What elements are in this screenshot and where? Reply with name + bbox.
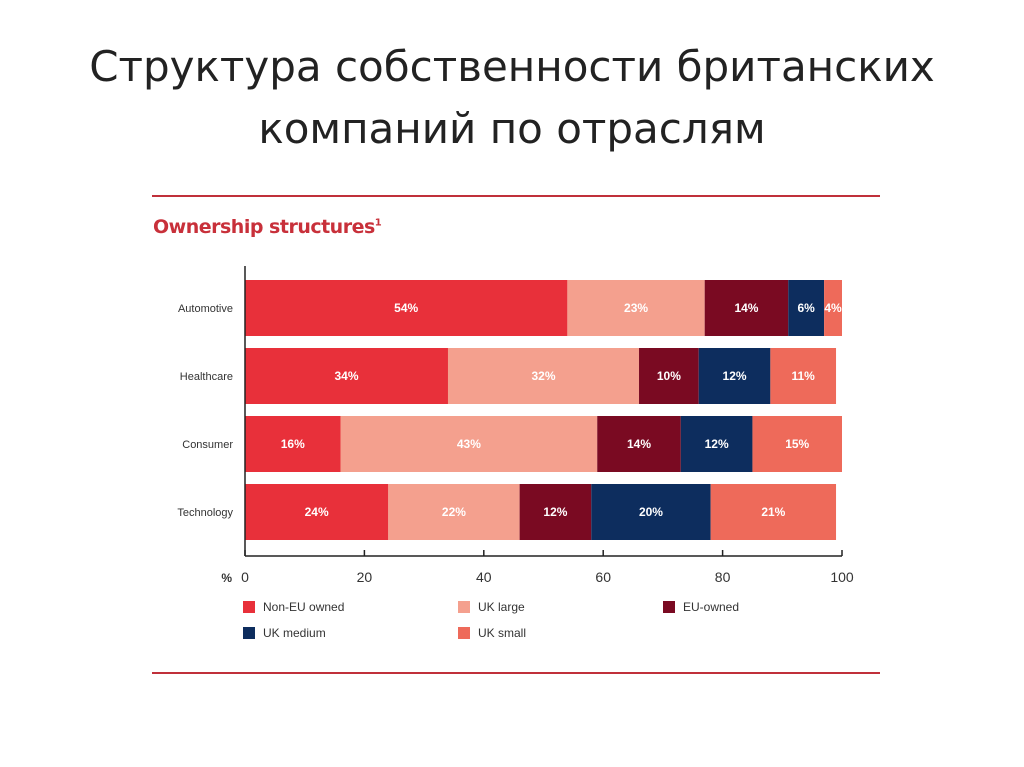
data-label: 32% [531, 369, 555, 383]
bar-segment [245, 484, 389, 540]
bar-segment [591, 484, 711, 540]
x-tick-label: 60 [595, 569, 611, 585]
data-label: 12% [705, 437, 729, 451]
chart-title-footnote: 1 [374, 217, 382, 229]
data-label: 23% [624, 301, 648, 315]
data-label: 14% [627, 437, 651, 451]
legend-label: UK small [478, 626, 527, 640]
bar-segment [639, 348, 699, 404]
data-label: 15% [785, 437, 809, 451]
bar-segment [770, 348, 837, 404]
chart-top-rule [152, 195, 880, 197]
data-label: 43% [457, 437, 481, 451]
category-label: Technology [177, 507, 233, 519]
data-label: 22% [442, 505, 466, 519]
bar-segment [519, 484, 592, 540]
data-label: 20% [639, 505, 663, 519]
bar-segment [597, 416, 681, 472]
legend-item: EU-owned [663, 600, 739, 614]
legend-swatch [243, 601, 255, 613]
legend-swatch [458, 601, 470, 613]
data-label: 54% [394, 301, 418, 315]
bar-segment [388, 484, 520, 540]
bar-segment [698, 348, 771, 404]
bar-segment [340, 416, 598, 472]
legend-item: Non-EU owned [243, 600, 344, 614]
bar-segment [704, 280, 789, 336]
category-label: Healthcare [180, 371, 233, 383]
bar-segment [245, 280, 568, 336]
slide-title: Структура собственности британских компа… [89, 42, 935, 153]
legend-item: UK small [458, 626, 526, 640]
bar-segment [680, 416, 753, 472]
data-label: 11% [792, 369, 816, 383]
legend-swatch [458, 627, 470, 639]
x-tick-label: 80 [715, 569, 731, 585]
legend-label: EU-owned [683, 600, 740, 614]
data-label: 12% [543, 505, 567, 519]
legend-item: UK large [458, 600, 525, 614]
bar-segment [245, 416, 341, 472]
data-label: 14% [734, 301, 758, 315]
bar-segment [824, 280, 842, 336]
data-label: 12% [723, 369, 747, 383]
legend-label: UK medium [263, 626, 326, 640]
chart-title-text: Ownership structures [153, 216, 375, 238]
x-tick-label: 20 [357, 569, 373, 585]
x-tick-label: 40 [476, 569, 492, 585]
legend-item: UK medium [243, 626, 326, 640]
bar-segment [710, 484, 837, 540]
legend-swatch [243, 627, 255, 639]
chart-title: Ownership structures1 [153, 216, 382, 238]
x-tick-label: 100 [830, 569, 854, 585]
data-label: 34% [334, 369, 358, 383]
bar-segment [245, 348, 448, 404]
data-label: 4% [824, 301, 842, 315]
data-label: 6% [798, 301, 816, 315]
data-label: 21% [761, 505, 785, 519]
category-label: Consumer [182, 439, 233, 451]
data-label: 10% [657, 369, 681, 383]
data-label: 16% [281, 437, 305, 451]
legend-label: UK large [478, 600, 525, 614]
legend-label: Non-EU owned [263, 600, 345, 614]
chart-bottom-rule [152, 672, 880, 674]
bar-segment [788, 280, 825, 336]
x-axis-label: % [221, 571, 232, 585]
bar-segment [447, 348, 640, 404]
x-tick-label: 0 [241, 569, 249, 585]
legend-swatch [663, 601, 675, 613]
data-label: 24% [305, 505, 329, 519]
bar-segment [567, 280, 705, 336]
bar-segment [752, 416, 842, 472]
category-label: Automotive [178, 303, 233, 315]
